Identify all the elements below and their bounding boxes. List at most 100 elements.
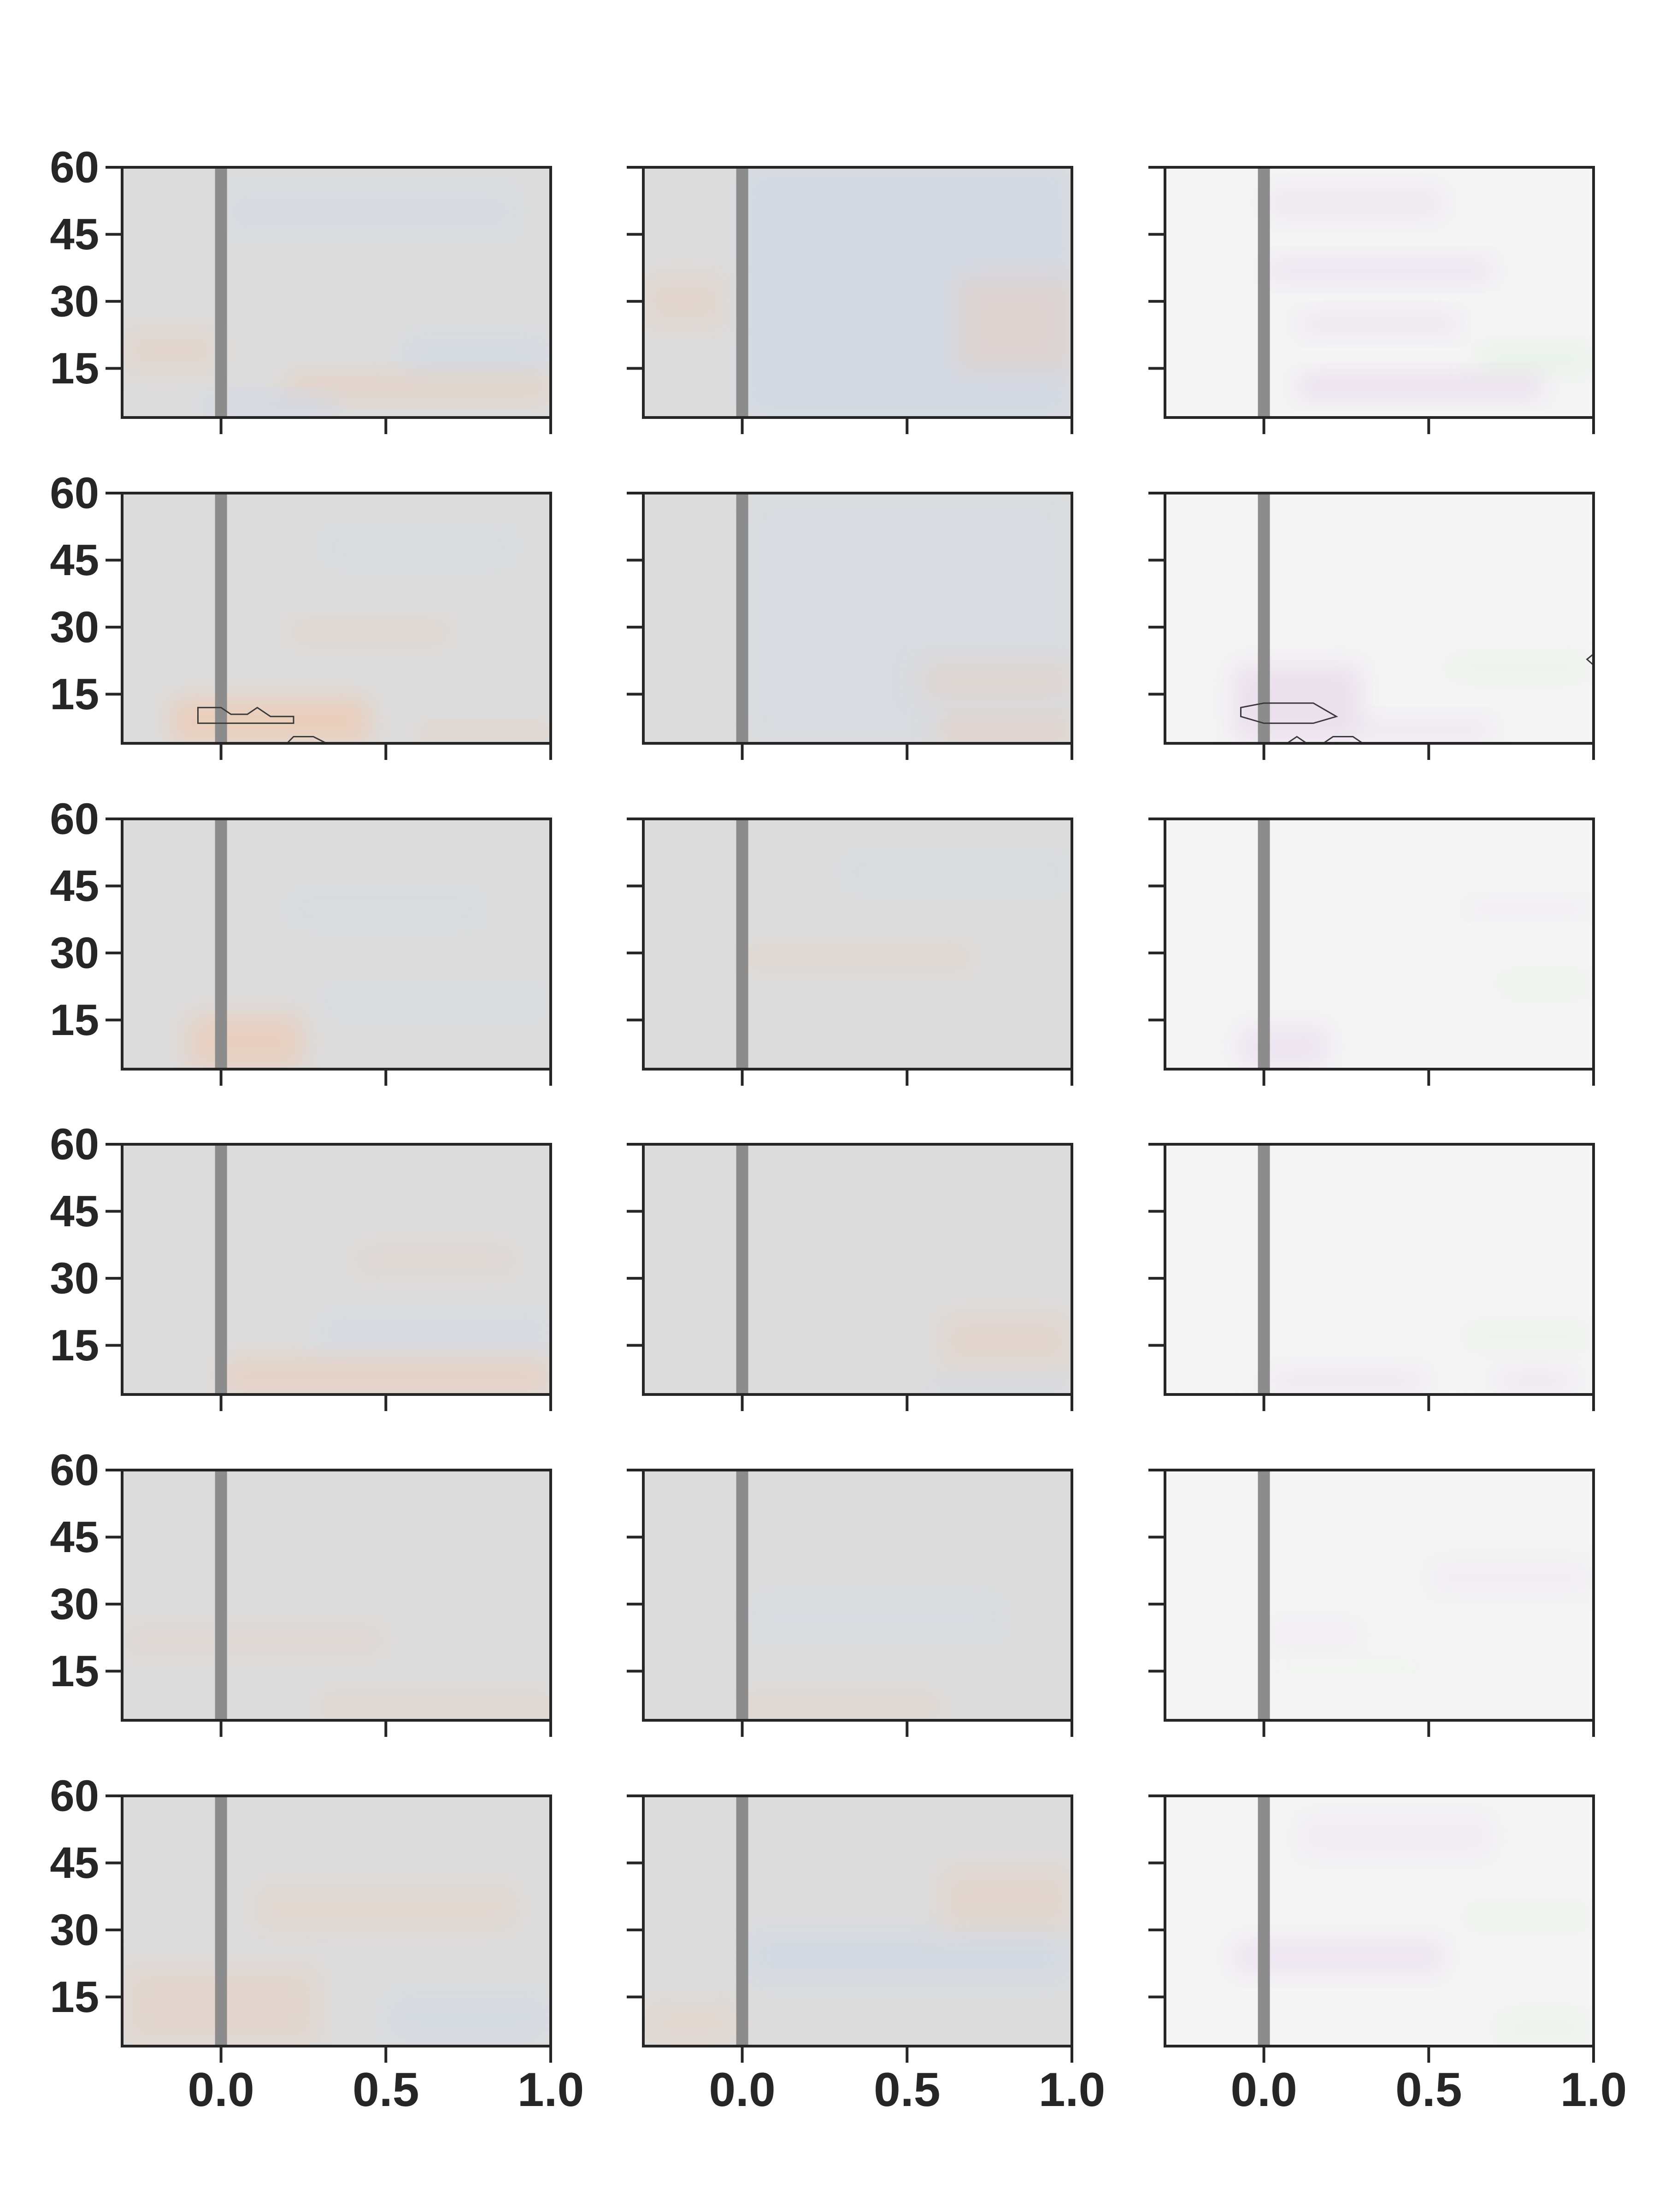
heatmap-cell [418, 725, 551, 743]
heatmap-cell [1237, 1024, 1330, 1069]
panel-r5-c3 [1148, 1469, 1595, 1737]
event-line [1258, 1796, 1270, 2046]
y-tick-label: 15 [50, 670, 99, 719]
heatmap-cells [122, 1622, 551, 1720]
y-tick-label: 30 [50, 1253, 99, 1303]
panel-r4-c1: 15 30 45 60 [50, 1120, 552, 1411]
event-line [215, 167, 227, 418]
axes-frame [642, 1794, 1073, 2047]
heatmap-cell [924, 663, 1072, 699]
heatmap-cell [940, 1867, 1072, 1930]
heatmap-cell [924, 1377, 1072, 1394]
panel-r6-c3: 0.0 0.5 1.0 [1148, 1794, 1627, 2117]
x-tick-label: 0.5 [353, 2063, 419, 2117]
heatmap-cell [386, 1992, 551, 2046]
panel-r1-c2 [627, 166, 1073, 434]
heatmap-cell [742, 944, 973, 971]
y-tick-label: 15 [50, 995, 99, 1045]
event-line [1258, 819, 1270, 1069]
heatmap-cell [353, 1242, 518, 1278]
heatmap-cell [956, 274, 1072, 373]
heatmap-cells [1237, 899, 1594, 1069]
panel-r2-c2 [627, 492, 1073, 760]
axes-frame [121, 818, 552, 1071]
y-tick-label: 45 [50, 210, 99, 259]
x-tick-label: 0.0 [188, 2063, 254, 2117]
significance-contour [286, 736, 327, 743]
heatmap-cell [122, 328, 221, 373]
heatmap-cell [1461, 1323, 1594, 1350]
y-tick-label: 45 [50, 1187, 99, 1236]
panel-r6-c2: 0.0 0.5 1.0 [627, 1794, 1105, 2117]
heatmap-cell [1297, 1813, 1495, 1859]
heatmap-cell [1363, 716, 1495, 743]
event-line [1258, 1470, 1270, 1720]
panel-r1-c3 [1148, 166, 1595, 434]
heatmap-cell [742, 493, 1072, 743]
heatmap-cell [287, 890, 485, 926]
heatmap-cells [643, 167, 1072, 418]
heatmap-cell [1264, 1367, 1429, 1394]
heatmap-cell [1264, 185, 1446, 221]
y-tick-label: 60 [50, 794, 99, 844]
y-tick-label: 30 [50, 276, 99, 326]
heatmap-cell [742, 1693, 940, 1720]
significance-contour [1240, 702, 1338, 724]
axes-frame [121, 166, 552, 419]
event-line [736, 1796, 748, 2046]
panel-r3-c3 [1148, 818, 1595, 1086]
heatmap-cell [1429, 1559, 1594, 1595]
heatmap-cells [1264, 185, 1594, 400]
y-tick-label: 30 [50, 1905, 99, 1954]
event-line [1258, 1144, 1270, 1394]
y-tick-label: 60 [50, 469, 99, 518]
heatmap-cell [320, 1693, 551, 1720]
y-tick-label: 45 [50, 535, 99, 585]
y-tick-label: 60 [50, 143, 99, 192]
axes-frame [121, 1469, 552, 1722]
heatmap-cell [643, 274, 726, 329]
event-line [1258, 167, 1270, 418]
heatmap-cell [643, 2001, 742, 2046]
panel-r4-c2 [627, 1143, 1073, 1411]
x-tick-label: 1.0 [518, 2063, 584, 2117]
heatmap-cell [1461, 899, 1594, 918]
heatmap-cell [742, 1930, 1072, 1984]
event-line [215, 493, 227, 743]
heatmap-cell [1264, 256, 1495, 284]
heatmap-cells [188, 890, 551, 1069]
heatmap-cells [924, 1314, 1072, 1394]
significance-contour [1322, 736, 1364, 743]
y-tick-label: 45 [50, 1512, 99, 1562]
x-tick-label: 1.0 [1560, 2063, 1627, 2117]
heatmap-cell [1461, 1903, 1594, 1930]
y-tick-label: 30 [50, 928, 99, 977]
event-line [736, 167, 748, 418]
heatmap-cell [742, 1595, 1006, 1640]
y-tick-label: 60 [50, 1120, 99, 1169]
axes-frame [1164, 1794, 1595, 2047]
panel-r2-c1: 15 30 45 60 [50, 469, 552, 760]
event-line [215, 1144, 227, 1394]
heatmap-cell [1494, 971, 1594, 998]
axes-frame [1164, 1143, 1595, 1396]
panel-background [1165, 1144, 1594, 1394]
y-tick-label: 15 [50, 1972, 99, 2022]
heatmap-cell [1494, 2010, 1594, 2046]
heatmap-cell [221, 185, 518, 239]
axes-frame [1164, 492, 1595, 745]
heatmap-cell [171, 699, 370, 743]
y-tick-label: 15 [50, 1321, 99, 1370]
y-tick-label: 45 [50, 1838, 99, 1888]
event-line [736, 493, 748, 743]
heatmap-cell [320, 988, 551, 1016]
heatmap-cell [1297, 310, 1462, 337]
event-line [736, 1144, 748, 1394]
event-line [215, 1796, 227, 2046]
heatmap-cell [188, 1015, 304, 1069]
heatmap-cell [1445, 654, 1594, 681]
axes-frame [642, 818, 1073, 1071]
significance-contour [197, 706, 294, 724]
heatmap-cells [1264, 1559, 1594, 1676]
heatmap-cells [1264, 1323, 1594, 1394]
